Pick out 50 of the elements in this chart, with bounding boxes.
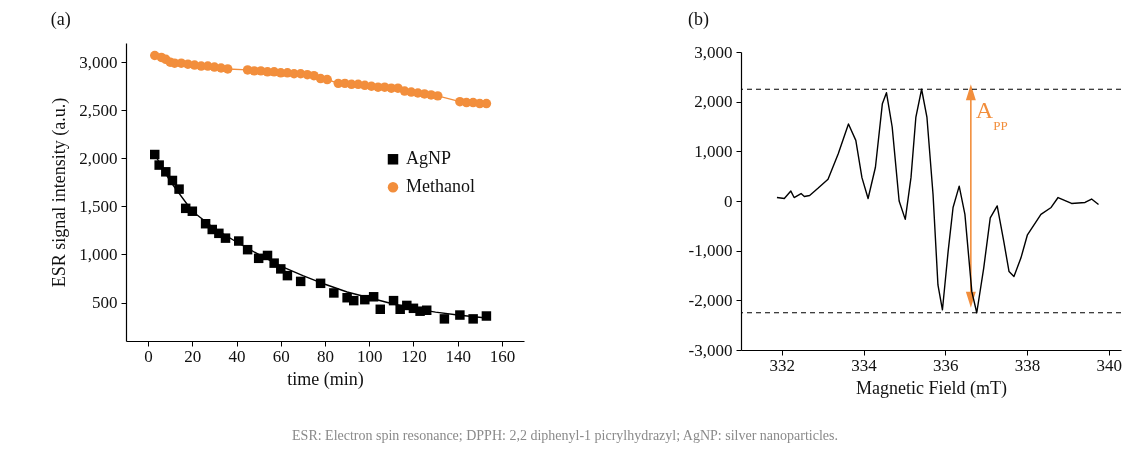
x-tick-label: 338	[1014, 355, 1041, 375]
point	[174, 184, 184, 194]
point	[234, 236, 244, 246]
point	[282, 270, 293, 281]
y-tick-label: 2,000	[79, 148, 118, 168]
x-tick-label: 340	[1096, 355, 1122, 375]
y-tick-label: 1,000	[694, 141, 733, 161]
y-tick-label: 3,000	[694, 42, 733, 62]
point	[161, 167, 171, 177]
x-axis-title: Magnetic Field (mT)	[856, 377, 1007, 399]
chart-title: (b)	[688, 9, 710, 30]
x-tick-label: 40	[228, 346, 246, 366]
x-tick-label: 120	[401, 346, 427, 366]
point	[349, 295, 359, 306]
point	[329, 288, 339, 298]
x-tick-label: 334	[851, 355, 878, 375]
x-tick-label: 0	[144, 346, 153, 366]
y-tick-label: -1,000	[688, 241, 733, 261]
point	[322, 74, 332, 85]
point	[433, 91, 443, 101]
y-tick-label: 0	[724, 191, 733, 211]
y-tick-label: 2,000	[694, 92, 733, 112]
x-tick-label: 332	[769, 355, 796, 375]
y-tick-label: 3,000	[79, 52, 118, 72]
point	[468, 314, 478, 324]
y-tick-label: 500	[92, 293, 118, 313]
point	[375, 304, 386, 315]
y-axis-title: ESR signal intensity (a.u.)	[49, 97, 71, 288]
x-tick-label: 100	[356, 346, 383, 366]
point	[439, 314, 450, 324]
text: ESR: Electron spin resonance; DPPH: 2,2 diphenyl-1 picrylhydrazyl; AgNP: silver nanoparticles.	[291, 428, 839, 444]
point	[295, 276, 306, 287]
y-tick-label: 2,500	[79, 100, 118, 120]
y-tick-label: -2,000	[688, 290, 733, 310]
chart-title: (a)	[50, 9, 71, 30]
x-tick-label: 160	[489, 346, 516, 366]
x-tick-label: 336	[933, 355, 959, 375]
legend-label: AgNP	[406, 148, 452, 169]
x-tick-label: 140	[445, 346, 471, 366]
y-tick-label: 1,500	[79, 196, 118, 216]
x-axis-title: time (min)	[287, 368, 364, 390]
point	[455, 310, 465, 320]
x-tick-label: 60	[272, 346, 290, 366]
legend-label: Methanol	[406, 176, 475, 197]
y-tick-label: -3,000	[688, 340, 733, 360]
point	[481, 311, 492, 321]
y-tick-label: 1,000	[79, 244, 118, 264]
x-tick-label: 80	[317, 346, 334, 366]
annotation: A$_{PP}$	[975, 97, 1008, 134]
x-tick-label: 20	[184, 346, 202, 366]
